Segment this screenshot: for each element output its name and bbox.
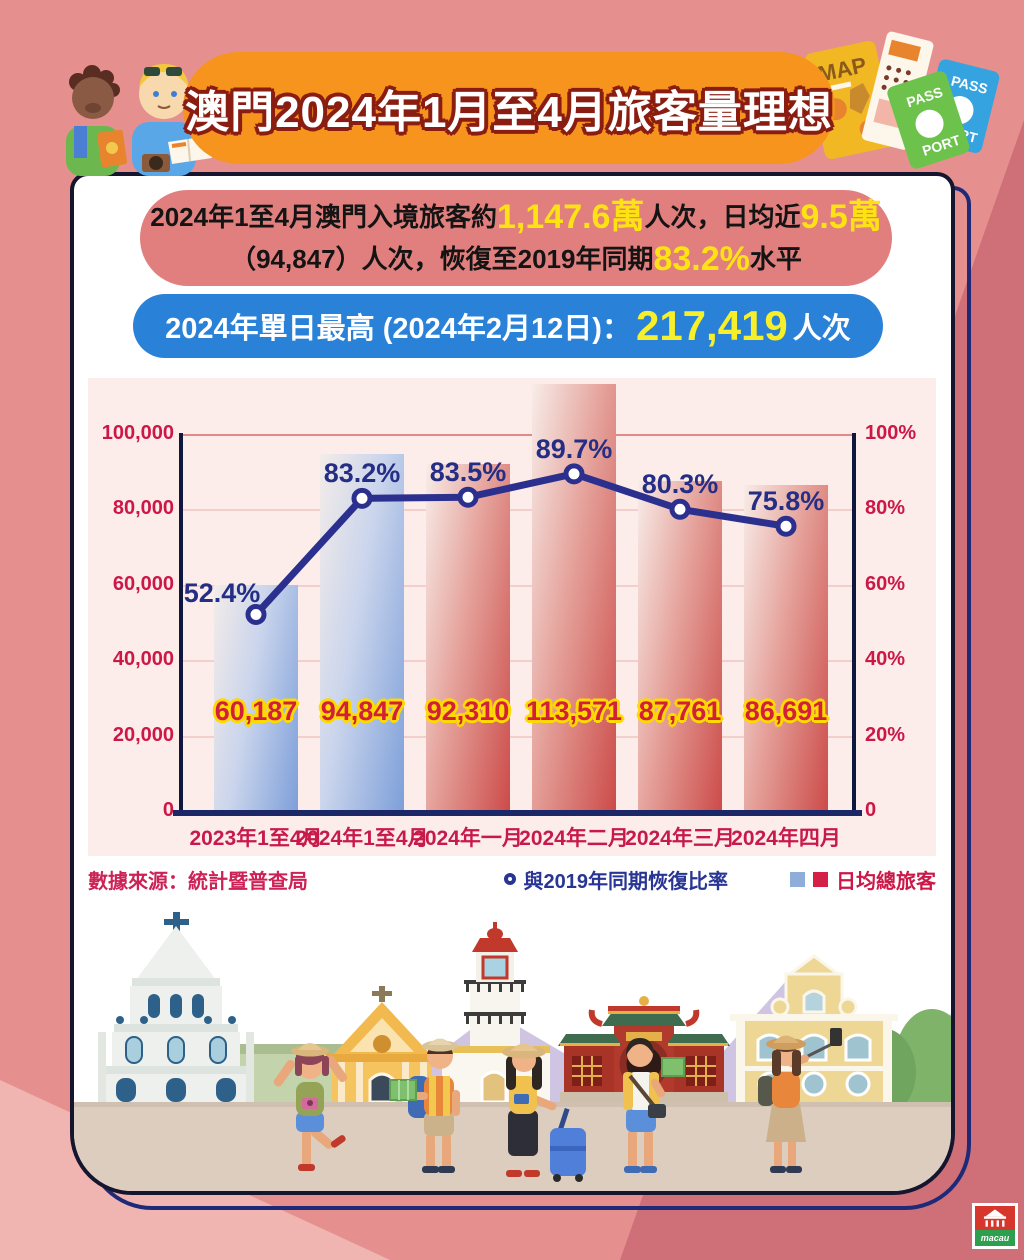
line-point-marker [245, 603, 267, 625]
bar-value-label: 94,847 [320, 696, 404, 726]
summary-line-1: 2024年1至4月澳門入境旅客約 1,147.6萬 人次，日均近 9.5萬 [150, 196, 882, 238]
travellers-illustration-icon [66, 64, 212, 176]
line-value-label: 83.2% [323, 458, 401, 489]
summary-text: 人次，日均近 [644, 202, 801, 232]
bar-legend-red-icon [813, 871, 828, 887]
left-axis-tick: 0 [162, 799, 174, 821]
bar-value-label: 60,187 [214, 696, 298, 726]
right-axis-line [852, 433, 856, 814]
colonial-building-icon [730, 954, 898, 1102]
macau-tourism-logo: macau [972, 1203, 1018, 1249]
summary-box: 2024年1至4月澳門入境旅客約 1,147.6萬 人次，日均近 9.5萬 （9… [140, 190, 892, 286]
left-axis-tick: 20,000 [112, 723, 174, 746]
gridline [182, 434, 853, 436]
x-axis-label: 2024年二月 [519, 827, 629, 850]
traveller-left [66, 65, 127, 176]
main-card: 2024年1至4月澳門入境旅客約 1,147.6萬 人次，日均近 9.5萬 （9… [70, 172, 955, 1195]
right-axis-tick: 80% [865, 497, 906, 520]
x-axis-line [173, 810, 862, 816]
backpacker-tourist [389, 1038, 460, 1173]
x-axis-label: 2024年一月 [413, 827, 523, 850]
line-value-label: 80.3% [641, 469, 719, 500]
title-banner: 澳門2024年1月至4月旅客量理想 [183, 52, 835, 164]
phone-icon [830, 1028, 842, 1046]
logo-ruins-icon [975, 1206, 1015, 1230]
gridline [182, 509, 853, 512]
recovery-rate-line [245, 463, 797, 625]
summary-highlight: 1,147.6萬 [497, 198, 645, 236]
left-axis-tick: 40,000 [112, 648, 174, 671]
record-value: 217,419 [635, 302, 788, 349]
ruins-of-st-pauls-icon [98, 912, 254, 1102]
line-legend-label: 與2019年同期恢復比率 [523, 870, 729, 893]
line-legend-marker-icon [503, 873, 516, 885]
bar [744, 485, 828, 812]
bar-value-label: 92,310 [426, 696, 510, 726]
summary-text: 2024年1至4月澳門入境旅客約 [150, 202, 498, 232]
line-point-marker [563, 463, 585, 485]
right-axis-tick: 60% [865, 572, 906, 595]
bar-legend-blue-icon [790, 871, 805, 887]
passport-green-icon: PASS PORT [887, 71, 970, 169]
bar-value-label: 87,761 [638, 696, 722, 726]
left-axis-tick: 60,000 [112, 572, 174, 595]
right-axis-tick: 20% [865, 723, 906, 746]
suitcase-icon [550, 1107, 586, 1182]
chart-legend: 與2019年同期恢復比率 日均總旅客 [503, 865, 936, 894]
x-axis-label: 2024年三月 [625, 827, 735, 850]
line-point-marker [669, 498, 691, 520]
line-point-marker [351, 487, 373, 509]
data-source: 數據來源：統計暨普查局 [88, 870, 308, 893]
bar-legend-label: 日均總旅客 [836, 870, 936, 893]
left-axis-line [179, 433, 183, 814]
left-axis-tick: 80,000 [112, 497, 174, 520]
line-value-label: 52.4% [183, 578, 261, 609]
record-label: 2024年單日最高 (2024年2月12日)： [165, 313, 631, 345]
gridline [182, 584, 853, 587]
x-axis-label: 2023年1至4月 [189, 827, 323, 850]
line-value-label: 89.7% [535, 433, 613, 464]
right-axis-tick: 40% [865, 648, 906, 671]
x-axis-label: 2024年四月 [731, 827, 841, 850]
left-axis-tick: 100,000 [101, 422, 174, 444]
record-unit: 人次 [792, 313, 851, 345]
chart-footer: 數據來源：統計暨普查局 與2019年同期恢復比率 日均總旅客 [88, 864, 936, 894]
line-value-label: 75.8% [747, 486, 825, 517]
macau-landmarks-illustration [74, 912, 951, 1191]
logo-wordmark: macau [975, 1230, 1015, 1246]
gridline [182, 660, 853, 663]
line-point-marker [775, 515, 797, 537]
summary-highlight: 83.2% [653, 240, 750, 278]
bar [638, 481, 722, 812]
tourist-with-suitcase [502, 1043, 586, 1182]
daily-record-pill: 2024年單日最高 (2024年2月12日)： 217,419 人次 [133, 294, 883, 358]
summary-highlight: 9.5萬 [800, 198, 882, 236]
tourist-with-map [623, 1038, 685, 1173]
page-title: 澳門2024年1月至4月旅客量理想 [185, 88, 833, 137]
bar [320, 454, 404, 812]
gridline [182, 735, 853, 738]
visitors-combo-chart: 100,000 100% 80,000 80% 60,000 60% 40,000 40% 20… [88, 378, 936, 856]
bar [426, 463, 510, 812]
bar-value-label: 86,691 [744, 696, 828, 726]
line-point-marker [457, 486, 479, 508]
jumping-tourist [273, 1043, 348, 1171]
bar-value-label: 113,571 [525, 696, 623, 726]
x-axis-label: 2024年1至4月 [295, 827, 429, 850]
summary-text: （94,847）人次，恢復至2019年同期 [230, 244, 654, 274]
right-axis-tick: 0 [865, 799, 877, 821]
right-axis-tick: 100% [865, 422, 917, 444]
summary-text: 水平 [749, 244, 802, 274]
bar [532, 383, 616, 812]
traveller-right [132, 64, 212, 176]
tourist-with-selfie-stick [758, 1028, 842, 1173]
line-value-label: 83.5% [429, 457, 507, 488]
summary-line-2: （94,847）人次，恢復至2019年同期 83.2% 水平 [230, 238, 802, 280]
